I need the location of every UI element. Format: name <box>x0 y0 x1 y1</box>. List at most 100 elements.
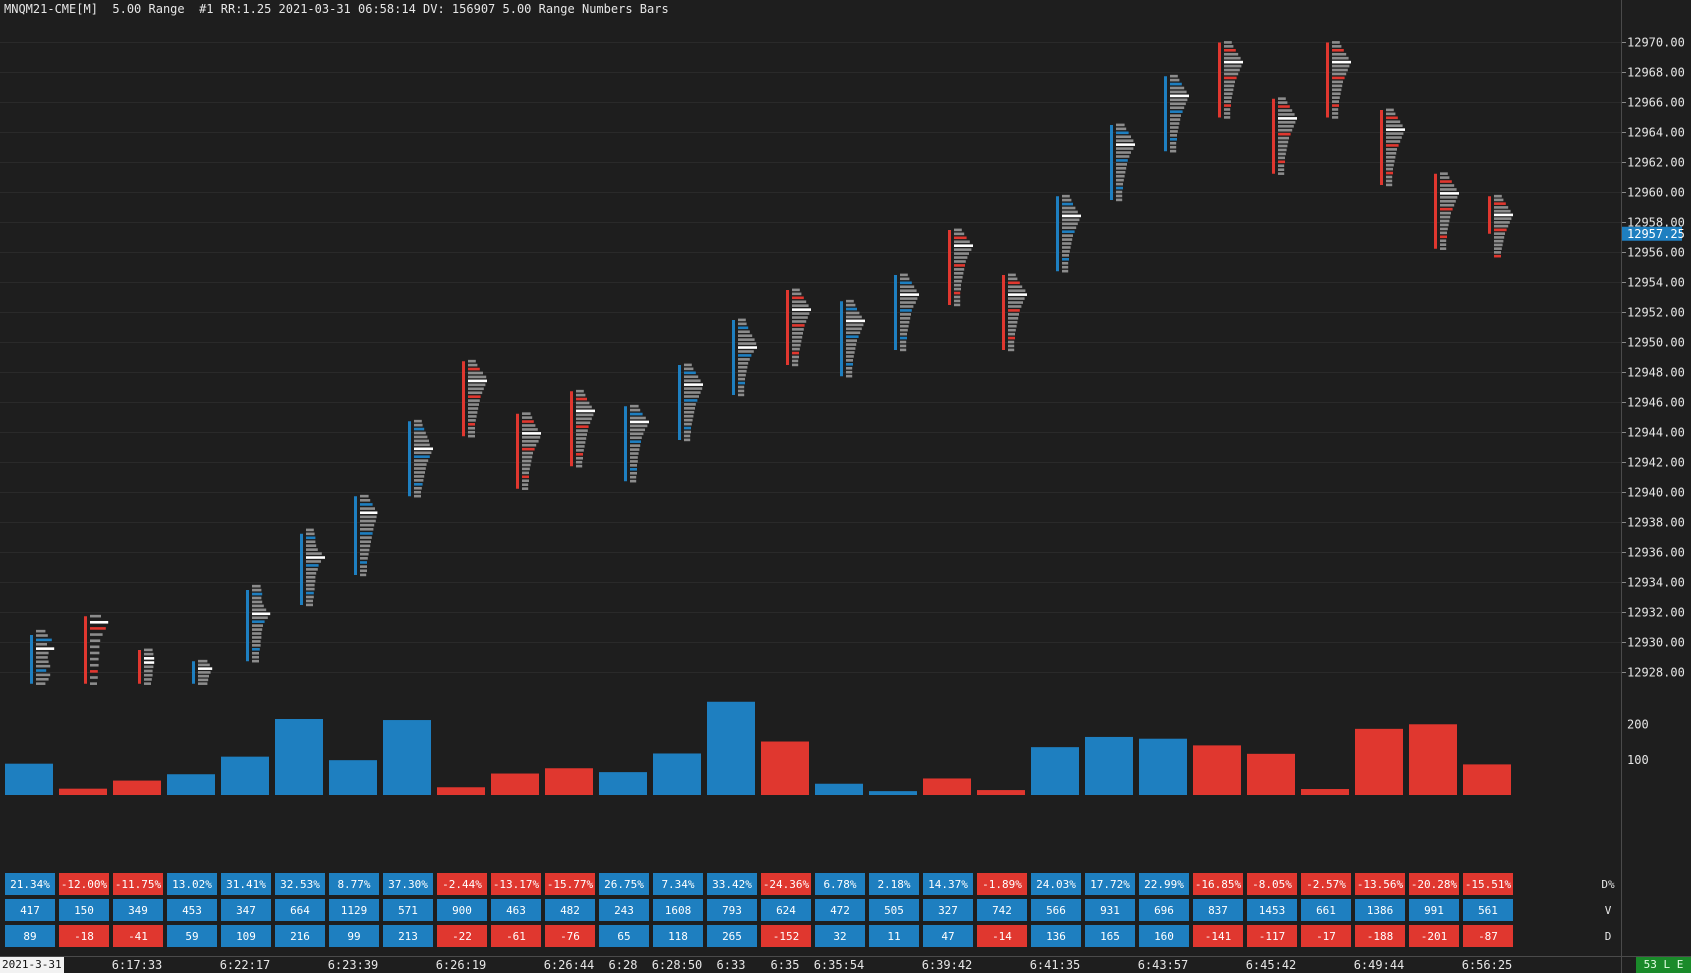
profile-row <box>1116 178 1124 182</box>
price-bar <box>624 404 649 483</box>
profile-row <box>846 370 853 374</box>
table-cell-value: 8.77% <box>337 878 370 891</box>
profile-row <box>684 410 695 414</box>
profile-row <box>576 460 583 464</box>
profile-row <box>468 403 479 406</box>
table-cell-value: 327 <box>938 904 958 917</box>
table-cell <box>437 925 487 947</box>
profile-row <box>522 479 529 483</box>
price-tick-label: 12936.00 <box>1627 546 1685 560</box>
profile-row <box>1224 88 1234 92</box>
price-tick-label: 12962.00 <box>1627 156 1685 170</box>
profile-row <box>1170 145 1177 149</box>
table-cell <box>275 925 325 947</box>
candle-body <box>624 406 627 482</box>
candle-body <box>192 661 195 684</box>
table-cell <box>491 899 541 921</box>
table-cell <box>869 925 919 947</box>
profile-row <box>1332 88 1342 92</box>
profile-row <box>1332 116 1339 119</box>
price-bar <box>678 363 703 442</box>
profile-row <box>1116 163 1127 166</box>
table-cell <box>1031 899 1081 921</box>
volume-bar <box>1193 745 1241 795</box>
table-cell-value: -117 <box>1259 930 1286 943</box>
price-tick-label: 12930.00 <box>1627 636 1685 650</box>
time-label: 6:56:25 <box>1462 958 1513 972</box>
candle-body <box>354 496 357 575</box>
profile-row <box>630 444 641 447</box>
table-cell-value: 793 <box>722 904 742 917</box>
profile-row <box>1494 247 1502 250</box>
table-cell-value: 160 <box>1154 930 1174 943</box>
profile-row <box>630 456 638 459</box>
date-badge: 2021-3-31 <box>0 957 64 973</box>
profile-row <box>630 432 644 436</box>
volume-bar <box>545 768 593 795</box>
profile-row <box>1116 159 1128 162</box>
profile-row <box>1278 124 1294 128</box>
profile-row <box>468 415 477 418</box>
table-cell <box>545 873 595 895</box>
profile-row <box>684 383 703 386</box>
profile-row <box>738 385 745 389</box>
table-cell-value: 59 <box>185 930 198 943</box>
profile-row <box>522 436 541 439</box>
profile-row <box>1440 176 1450 179</box>
table-cell <box>491 873 541 895</box>
profile-row <box>1440 196 1458 199</box>
profile-row <box>1062 254 1069 257</box>
table-cell <box>977 899 1027 921</box>
table-cell <box>1247 899 1297 921</box>
profile-row <box>900 336 907 340</box>
profile-row <box>846 347 856 350</box>
profile-row <box>1062 265 1069 269</box>
table-cell-value: -11.75% <box>115 878 162 891</box>
profile-row <box>576 405 592 409</box>
profile-row <box>36 651 49 655</box>
profile-row <box>1440 211 1451 215</box>
table-cell-value: 13.02% <box>172 878 212 891</box>
price-bar <box>1164 74 1189 153</box>
profile-row <box>1008 320 1018 324</box>
table-cell <box>815 873 865 895</box>
profile-row <box>738 358 750 361</box>
profile-row <box>252 624 263 627</box>
price-bar <box>30 629 55 685</box>
volume-bar <box>923 778 971 795</box>
profile-row <box>1062 230 1075 233</box>
volume-bar <box>1301 789 1349 795</box>
profile-row <box>1008 313 1019 316</box>
table-cell <box>1463 873 1513 895</box>
table-cell-value: -61 <box>506 930 526 943</box>
profile-row <box>1332 45 1342 48</box>
profile-row <box>306 572 317 575</box>
profile-row <box>36 634 48 637</box>
candle-body <box>570 391 573 467</box>
profile-row <box>1440 192 1459 195</box>
status-badge[interactable]: 53 L E <box>1636 957 1691 973</box>
table-cell <box>545 925 595 947</box>
profile-row <box>1386 128 1405 131</box>
price-tick-label: 12940.00 <box>1627 486 1685 500</box>
profile-row <box>576 389 584 393</box>
profile-row <box>468 371 483 375</box>
profile-row <box>792 355 799 359</box>
profile-row <box>1224 45 1234 48</box>
profile-row <box>576 401 590 405</box>
table-cell <box>1355 899 1405 921</box>
profile-row <box>1494 243 1503 247</box>
profile-row <box>360 532 373 535</box>
profile-row <box>522 420 534 423</box>
profile-row <box>1116 174 1125 178</box>
profile-row <box>1494 202 1506 205</box>
profile-row <box>522 471 529 475</box>
time-label: 6:28:50 <box>652 958 703 972</box>
profile-row <box>1170 82 1182 86</box>
profile-row <box>252 588 262 592</box>
profile-row <box>954 240 970 244</box>
table-cell-value: 216 <box>290 930 310 943</box>
profile-row <box>360 569 367 573</box>
table-cell <box>545 899 595 921</box>
